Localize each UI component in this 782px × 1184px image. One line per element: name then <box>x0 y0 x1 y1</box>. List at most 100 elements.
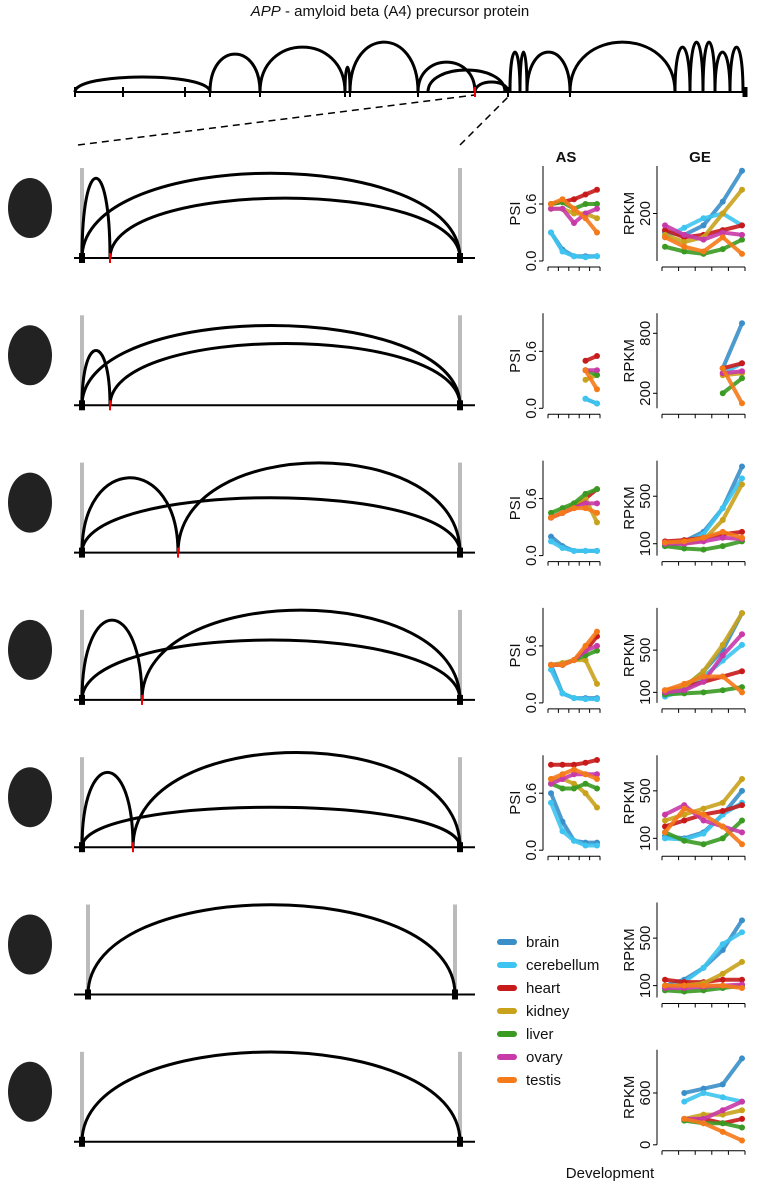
data-point <box>700 673 707 680</box>
exon <box>452 989 458 1000</box>
exon <box>79 253 85 263</box>
exon <box>79 400 85 411</box>
data-point <box>739 787 745 794</box>
data-point <box>594 201 600 207</box>
data-point <box>571 771 577 778</box>
y-axis-label: RPKM <box>621 486 638 529</box>
data-point <box>594 509 600 516</box>
coverage-bar <box>458 315 462 406</box>
trend-line <box>682 1099 744 1121</box>
data-point <box>739 802 745 809</box>
data-point <box>700 982 707 989</box>
legend-label: liver <box>526 1026 554 1043</box>
data-point <box>548 509 554 516</box>
y-tick-label: 200 <box>637 201 654 226</box>
y-axis-label: PSI <box>507 791 524 815</box>
data-point <box>700 805 707 812</box>
trend-line <box>682 1056 744 1095</box>
exon <box>79 1136 85 1147</box>
y-axis-label: PSI <box>507 496 524 520</box>
species-silhouette <box>8 914 52 975</box>
data-point <box>681 837 688 844</box>
data-point <box>719 505 726 512</box>
y-axis-label: RPKM <box>621 1076 638 1119</box>
data-point <box>594 696 600 703</box>
coverage-bar <box>458 757 462 848</box>
y-tick-label: 100 <box>637 826 654 851</box>
data-point <box>594 842 600 849</box>
data-point <box>719 1120 726 1127</box>
data-point <box>700 248 707 255</box>
junction-arc <box>176 461 462 553</box>
y-tick-label: 0.6 <box>523 341 540 362</box>
data-point <box>700 689 707 696</box>
data-point <box>594 785 600 792</box>
data-point <box>594 642 600 649</box>
data-point <box>594 775 600 782</box>
data-point <box>662 976 668 983</box>
data-point <box>719 365 726 372</box>
y-tick-label: 100 <box>637 680 654 705</box>
data-point <box>681 243 688 250</box>
data-point <box>681 805 688 812</box>
data-point <box>700 236 707 243</box>
data-point <box>719 970 726 977</box>
data-point <box>700 964 707 971</box>
trend-line <box>583 368 599 392</box>
data-point <box>739 1124 745 1131</box>
data-point <box>594 756 600 763</box>
junction-arc <box>108 196 462 259</box>
data-point <box>739 167 745 174</box>
data-point <box>739 360 745 367</box>
y-axis-label: RPKM <box>621 192 638 235</box>
y-axis-label: RPKM <box>621 781 638 824</box>
data-point <box>719 198 726 205</box>
data-point <box>739 475 745 482</box>
data-point <box>559 205 566 212</box>
exon <box>79 547 85 558</box>
y-tick-label: 800 <box>637 321 654 346</box>
data-point <box>582 759 589 766</box>
junction-arc <box>713 50 732 93</box>
exon <box>457 694 463 705</box>
junction-arc <box>80 171 462 259</box>
data-point <box>719 390 726 397</box>
data-point <box>739 631 745 638</box>
data-point <box>739 775 745 782</box>
y-axis-label: RPKM <box>621 339 638 382</box>
data-point <box>739 641 745 648</box>
coverage-bar <box>458 462 462 553</box>
junction-arc <box>80 176 112 259</box>
y-tick-label: 0.0 <box>523 545 540 566</box>
zoom-line <box>77 94 476 146</box>
exon <box>79 694 85 705</box>
data-point <box>582 771 589 778</box>
data-point <box>719 534 726 541</box>
data-point <box>548 538 554 545</box>
data-point <box>559 828 566 835</box>
trend-line <box>663 918 744 988</box>
zoom-line <box>459 94 511 146</box>
data-point <box>700 1089 707 1096</box>
data-point <box>681 680 688 687</box>
exon <box>132 842 134 853</box>
data-point <box>719 799 726 806</box>
data-point <box>719 210 726 217</box>
junction-arc <box>131 751 462 848</box>
data-point <box>594 386 600 393</box>
junction-arc <box>416 60 477 93</box>
coverage-bar <box>80 168 84 258</box>
data-point <box>571 761 577 768</box>
data-point <box>700 1120 707 1127</box>
data-point <box>582 490 589 497</box>
data-point <box>739 250 745 257</box>
data-point <box>548 775 554 782</box>
gene-description: - amyloid beta (A4) precursor protein <box>281 3 529 20</box>
data-point <box>582 642 589 649</box>
data-point <box>739 1098 745 1105</box>
y-axis-label: RPKM <box>621 928 638 971</box>
legend-label: kidney <box>526 1003 570 1020</box>
data-point <box>548 790 554 797</box>
data-point <box>719 941 726 948</box>
species-silhouette <box>8 767 52 828</box>
